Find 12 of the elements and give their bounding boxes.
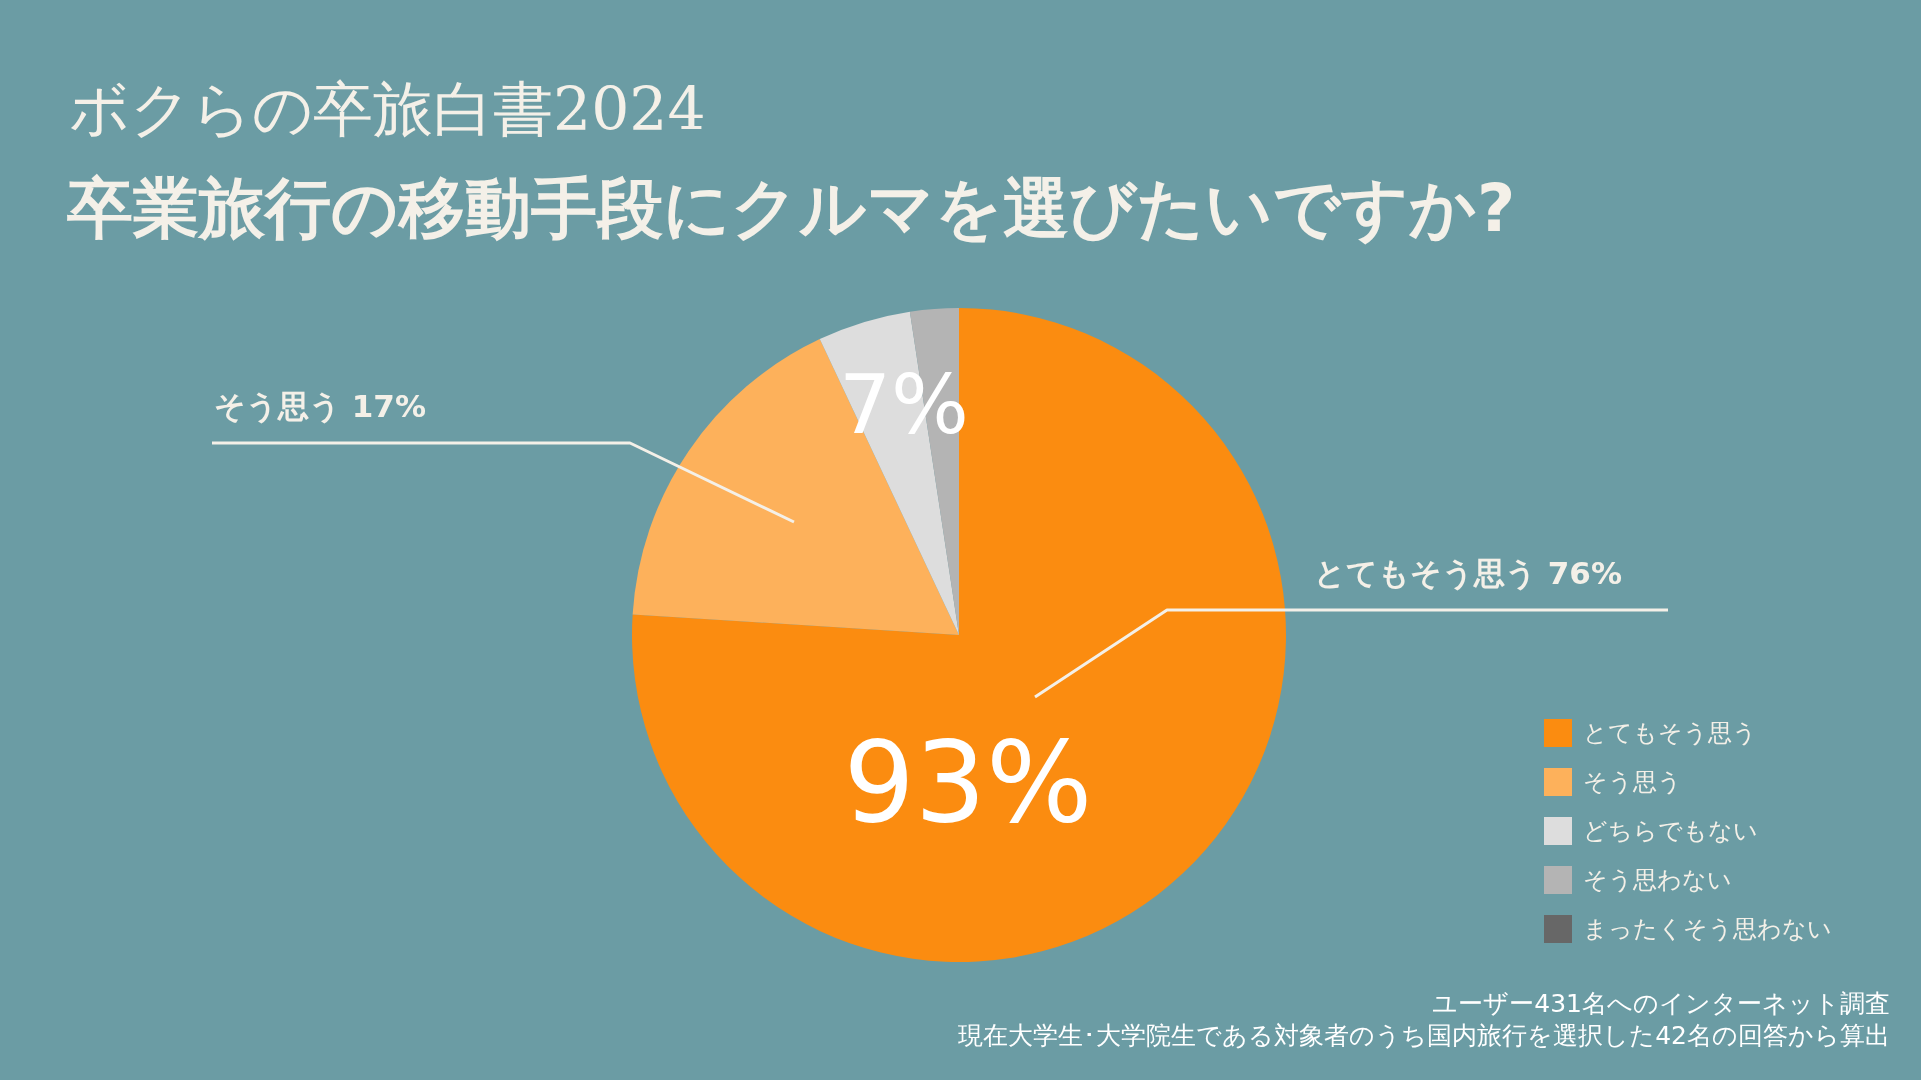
chart-subtitle: ボクらの卒旅白書2024	[69, 74, 706, 144]
text: 現在大学生･大学院生である対象者のうち国内旅行を選択した42名の回答から算出	[958, 1021, 1890, 1050]
legend-label: そう思う	[1583, 768, 1682, 796]
legend-label: そう思わない	[1583, 866, 1732, 894]
legend-label: どちらでもない	[1583, 817, 1758, 845]
chart-title: 卒業旅行の移動手段にクルマを選びたいですか?	[66, 169, 1516, 247]
legend-label: まったくそう思わない	[1583, 915, 1832, 943]
text: 93%	[843, 717, 1093, 847]
text: ユーザー431名へのインターネット調査	[1432, 989, 1890, 1018]
legend-label: とてもそう思う	[1583, 719, 1757, 747]
category-label: とてもそう思う 76%	[1314, 554, 1622, 591]
category-label: そう思う 17%	[214, 387, 426, 424]
